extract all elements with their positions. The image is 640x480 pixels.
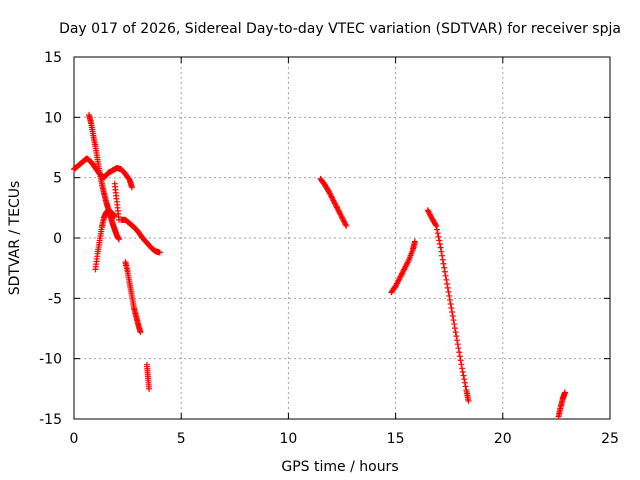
data-point — [561, 389, 568, 396]
point-series — [317, 175, 350, 229]
data-point — [343, 222, 350, 229]
data-point — [450, 317, 457, 324]
data-point — [442, 272, 449, 279]
data-point — [439, 256, 446, 263]
data-point — [432, 221, 439, 228]
y-tick-label: -10 — [39, 352, 62, 368]
data-point — [436, 237, 443, 244]
data-point — [443, 276, 450, 283]
point-series — [111, 180, 123, 223]
y-tick-label: 5 — [53, 171, 62, 187]
point-series — [388, 238, 418, 296]
data-point — [434, 226, 441, 233]
chart-title: Day 017 of 2026, Sidereal Day-to-day VTE… — [59, 21, 621, 37]
data-point — [459, 365, 466, 372]
data-point — [456, 353, 463, 360]
y-tick-label: -5 — [48, 291, 62, 307]
y-tick-label: -15 — [39, 412, 62, 428]
data-point — [460, 372, 467, 379]
data-point — [137, 329, 144, 336]
x-tick-label: 10 — [279, 431, 297, 447]
data-point — [451, 321, 458, 328]
data-point — [462, 383, 469, 390]
data-point — [146, 385, 153, 392]
data-point — [449, 313, 456, 320]
data-point — [461, 379, 468, 386]
x-tick-label: 20 — [494, 431, 512, 447]
y-axis-label: SDTVAR / TECUs — [7, 181, 23, 296]
point-series — [122, 259, 144, 336]
data-point — [456, 349, 463, 356]
x-tick-label: 5 — [177, 431, 186, 447]
y-tick-label: 15 — [44, 50, 62, 66]
point-series — [143, 361, 153, 392]
y-tick-label: 0 — [53, 231, 62, 247]
data-point — [461, 376, 468, 383]
data-point — [449, 309, 456, 316]
point-series — [92, 207, 118, 273]
data-point — [411, 238, 418, 245]
grid — [74, 57, 610, 419]
data-point — [116, 236, 123, 243]
data-point — [436, 241, 443, 248]
data-point — [435, 233, 442, 240]
data-point — [444, 284, 451, 291]
data-point — [447, 300, 454, 307]
data-point — [455, 345, 462, 352]
x-tick-label: 0 — [70, 431, 79, 447]
data-point — [156, 249, 163, 256]
data-point — [434, 230, 441, 237]
data-point — [441, 268, 448, 275]
data-point — [454, 337, 461, 344]
data-point — [446, 296, 453, 303]
data-points — [71, 111, 568, 420]
data-point — [465, 397, 472, 404]
data-point — [444, 280, 451, 287]
data-point — [445, 288, 452, 295]
data-point — [437, 244, 444, 251]
x-tick-label: 15 — [387, 431, 405, 447]
data-point — [457, 357, 464, 364]
data-point — [452, 329, 459, 336]
data-point — [440, 260, 447, 267]
point-series — [424, 207, 472, 404]
x-axis-label: GPS time / hours — [281, 459, 398, 475]
data-point — [111, 213, 118, 220]
data-point — [438, 248, 445, 255]
y-tick-label: 10 — [44, 110, 62, 126]
data-point — [454, 341, 461, 348]
data-point — [433, 222, 440, 229]
data-point — [448, 304, 455, 311]
data-point — [458, 361, 465, 368]
data-point — [459, 368, 466, 375]
data-point — [128, 184, 135, 191]
data-point — [439, 252, 446, 259]
data-point — [453, 333, 460, 340]
x-tick-label: 25 — [601, 431, 619, 447]
data-point — [451, 325, 458, 332]
ticks: 0 5 10 15 20 25 -15 -10 -5 0 5 10 15 — [39, 50, 619, 447]
point-series — [118, 216, 163, 256]
data-point — [441, 264, 448, 271]
point-series — [555, 389, 568, 420]
data-point — [446, 292, 453, 299]
